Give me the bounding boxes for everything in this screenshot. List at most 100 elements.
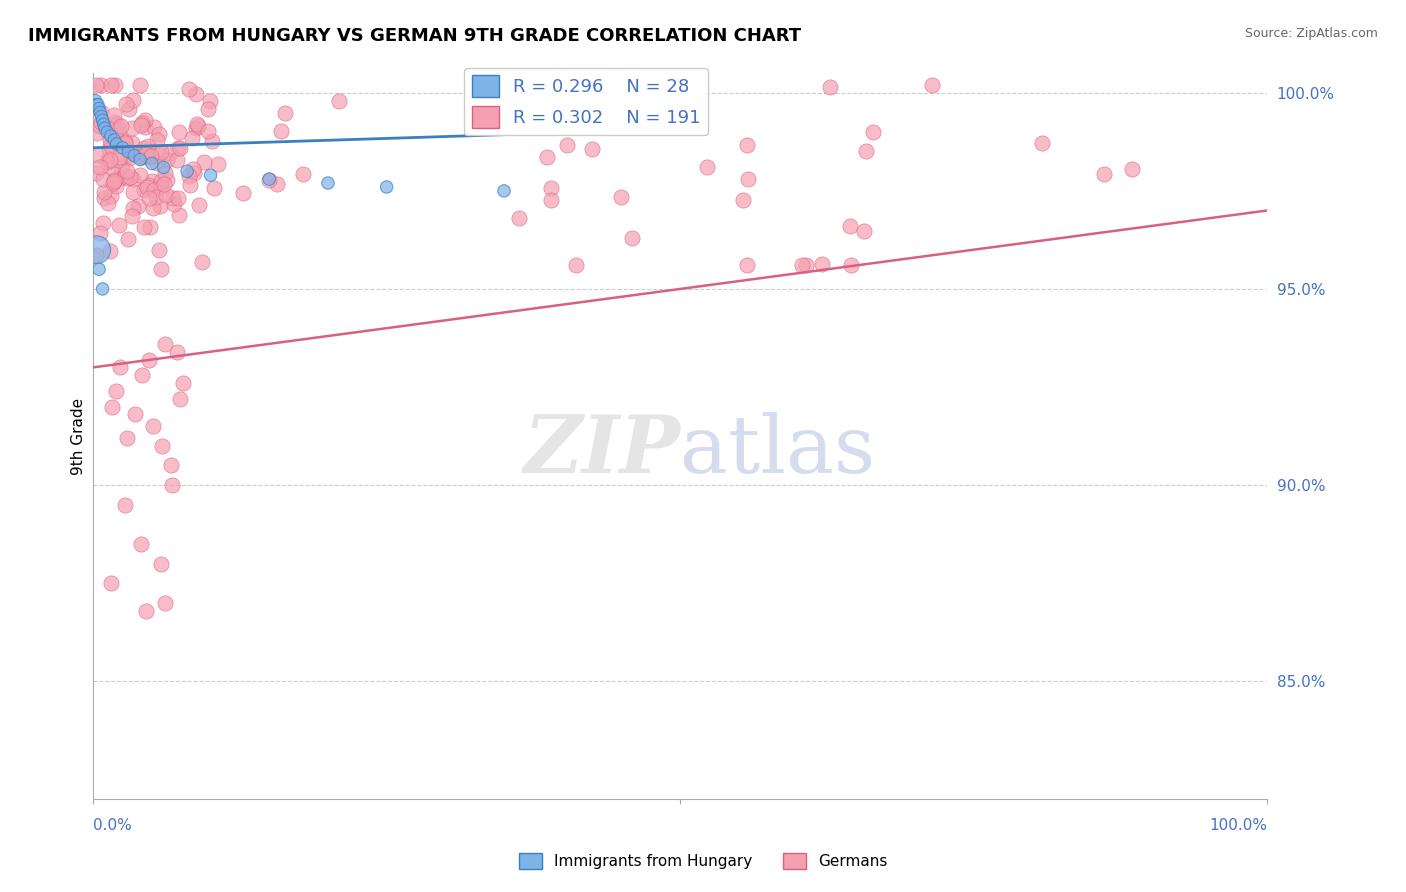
Point bbox=[142, 419, 165, 434]
Point bbox=[197, 102, 219, 116]
Point bbox=[132, 220, 155, 235]
Point bbox=[630, 93, 652, 107]
Point bbox=[186, 117, 208, 131]
Point bbox=[150, 145, 173, 160]
Point bbox=[114, 135, 136, 149]
Point bbox=[86, 126, 108, 140]
Point bbox=[148, 127, 170, 141]
Point bbox=[328, 95, 350, 109]
Point bbox=[94, 121, 117, 136]
Point bbox=[87, 102, 110, 116]
Point bbox=[110, 119, 132, 133]
Point bbox=[98, 244, 121, 258]
Point bbox=[118, 170, 141, 185]
Point bbox=[150, 557, 173, 571]
Point bbox=[184, 87, 207, 101]
Point bbox=[104, 172, 127, 186]
Point bbox=[197, 123, 219, 137]
Point bbox=[150, 439, 173, 453]
Point bbox=[200, 168, 222, 182]
Point bbox=[100, 161, 122, 175]
Point bbox=[852, 224, 875, 238]
Point bbox=[540, 193, 562, 207]
Point bbox=[128, 145, 150, 160]
Point bbox=[87, 97, 110, 112]
Point bbox=[121, 209, 143, 223]
Point bbox=[273, 106, 295, 120]
Point bbox=[1092, 167, 1115, 181]
Point bbox=[142, 201, 165, 215]
Point bbox=[117, 431, 139, 445]
Point bbox=[91, 113, 114, 128]
Point bbox=[616, 114, 638, 128]
Point bbox=[291, 167, 314, 181]
Point bbox=[114, 136, 136, 151]
Point bbox=[115, 164, 138, 178]
Point bbox=[139, 149, 162, 163]
Point bbox=[536, 150, 558, 164]
Point bbox=[266, 178, 288, 192]
Point bbox=[735, 138, 758, 153]
Point bbox=[118, 102, 141, 116]
Point bbox=[129, 149, 152, 163]
Point bbox=[145, 189, 167, 203]
Point bbox=[115, 97, 138, 112]
Point bbox=[149, 262, 172, 277]
Point bbox=[146, 145, 169, 160]
Point bbox=[153, 596, 176, 610]
Point bbox=[129, 537, 152, 551]
Point bbox=[91, 172, 114, 186]
Point bbox=[156, 153, 179, 167]
Point bbox=[166, 153, 188, 168]
Point bbox=[169, 140, 191, 154]
Point bbox=[100, 576, 122, 591]
Point bbox=[122, 201, 145, 215]
Point bbox=[86, 97, 108, 112]
Point bbox=[98, 153, 121, 167]
Point bbox=[138, 219, 160, 234]
Point bbox=[114, 169, 136, 183]
Point bbox=[129, 78, 152, 92]
Point bbox=[135, 146, 157, 161]
Point bbox=[100, 78, 122, 92]
Point bbox=[172, 376, 194, 390]
Point bbox=[138, 150, 160, 164]
Point bbox=[565, 259, 588, 273]
Point bbox=[862, 125, 884, 139]
Point bbox=[115, 171, 138, 186]
Point bbox=[84, 247, 107, 261]
Point bbox=[198, 95, 221, 109]
Point bbox=[136, 139, 159, 153]
Point bbox=[89, 160, 111, 174]
Point bbox=[181, 130, 204, 145]
Point bbox=[166, 344, 188, 359]
Point bbox=[134, 148, 156, 162]
Point bbox=[90, 105, 112, 120]
Point bbox=[167, 208, 190, 222]
Point bbox=[129, 118, 152, 132]
Point bbox=[89, 226, 111, 240]
Point bbox=[811, 256, 834, 270]
Point bbox=[121, 121, 143, 136]
Point bbox=[136, 147, 159, 161]
Point bbox=[375, 180, 398, 194]
Point bbox=[187, 198, 209, 212]
Point bbox=[111, 141, 134, 155]
Point bbox=[838, 219, 860, 233]
Point bbox=[610, 190, 633, 204]
Point bbox=[107, 219, 129, 233]
Point bbox=[86, 243, 108, 257]
Point bbox=[103, 174, 125, 188]
Text: atlas: atlas bbox=[681, 411, 876, 490]
Point bbox=[150, 180, 173, 194]
Point bbox=[105, 117, 128, 131]
Text: Source: ZipAtlas.com: Source: ZipAtlas.com bbox=[1244, 27, 1378, 40]
Point bbox=[107, 150, 129, 164]
Point bbox=[159, 458, 181, 473]
Point bbox=[733, 193, 755, 207]
Point bbox=[232, 186, 254, 201]
Point bbox=[124, 408, 146, 422]
Point bbox=[105, 136, 128, 151]
Point bbox=[136, 179, 159, 194]
Point bbox=[163, 197, 186, 211]
